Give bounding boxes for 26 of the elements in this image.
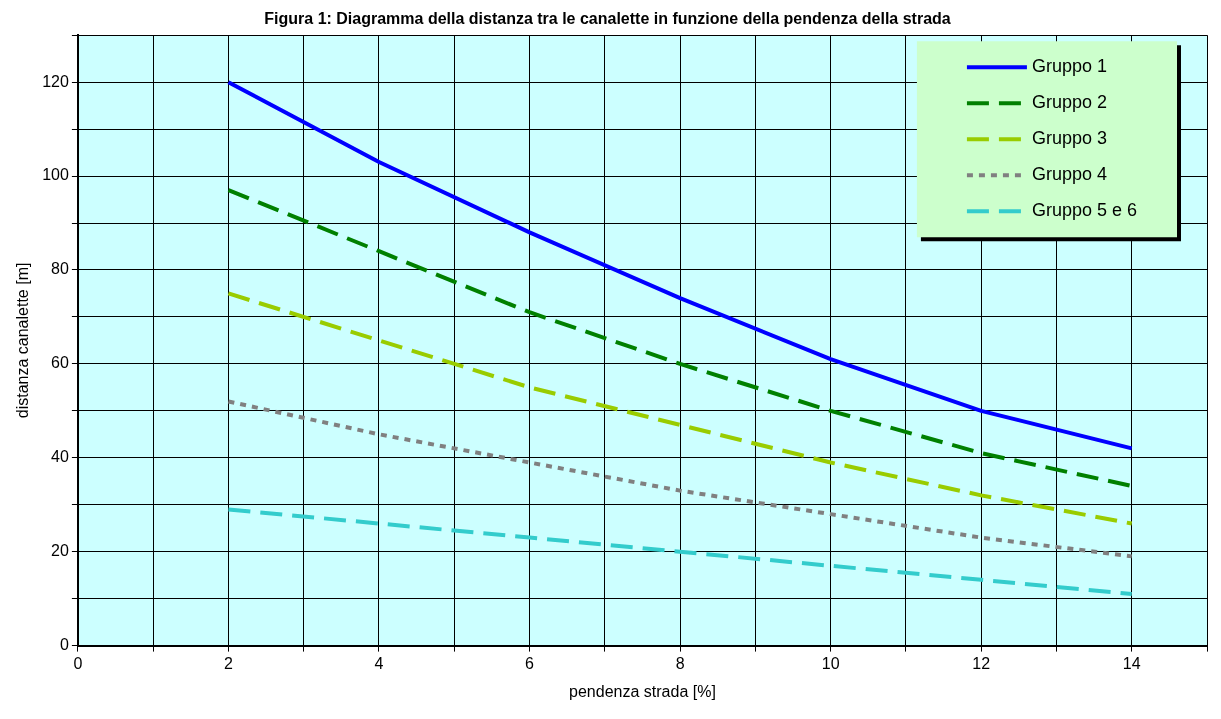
legend-label: Gruppo 1 <box>1031 56 1107 77</box>
x-tick-label: 8 <box>675 654 685 672</box>
x-tick-label: 10 <box>821 654 840 672</box>
legend-label: Gruppo 2 <box>1031 92 1107 113</box>
y-tick-label: 100 <box>42 166 69 184</box>
legend-label: Gruppo 5 e 6 <box>1031 200 1137 221</box>
x-tick-label: 2 <box>223 654 233 672</box>
y-tick-label: 0 <box>59 636 69 654</box>
x-tick-label: 6 <box>525 654 535 672</box>
legend-label: Gruppo 4 <box>1031 164 1107 185</box>
y-tick-label: 80 <box>51 260 69 278</box>
line-series <box>226 507 1134 596</box>
y-tick-label: 60 <box>51 354 69 372</box>
x-tick-label: 14 <box>1122 654 1141 672</box>
y-axis-title: distanza canalette [m] <box>14 262 32 419</box>
y-tick-label: 120 <box>42 72 69 90</box>
x-tick-label: 12 <box>972 654 991 672</box>
y-tick-label: 20 <box>51 542 69 560</box>
y-tick-label: 40 <box>51 448 69 466</box>
line-series <box>226 399 1134 559</box>
line-series <box>226 291 1134 526</box>
x-tick-label: 0 <box>73 654 83 672</box>
x-tick-label: 4 <box>374 654 384 672</box>
x-axis-title: pendenza strada [%] <box>569 682 716 700</box>
chart-title: Figura 1: Diagramma della distanza tra le canalette in funzione della pendenza della strada <box>264 10 951 28</box>
legend-label: Gruppo 3 <box>1031 128 1107 149</box>
